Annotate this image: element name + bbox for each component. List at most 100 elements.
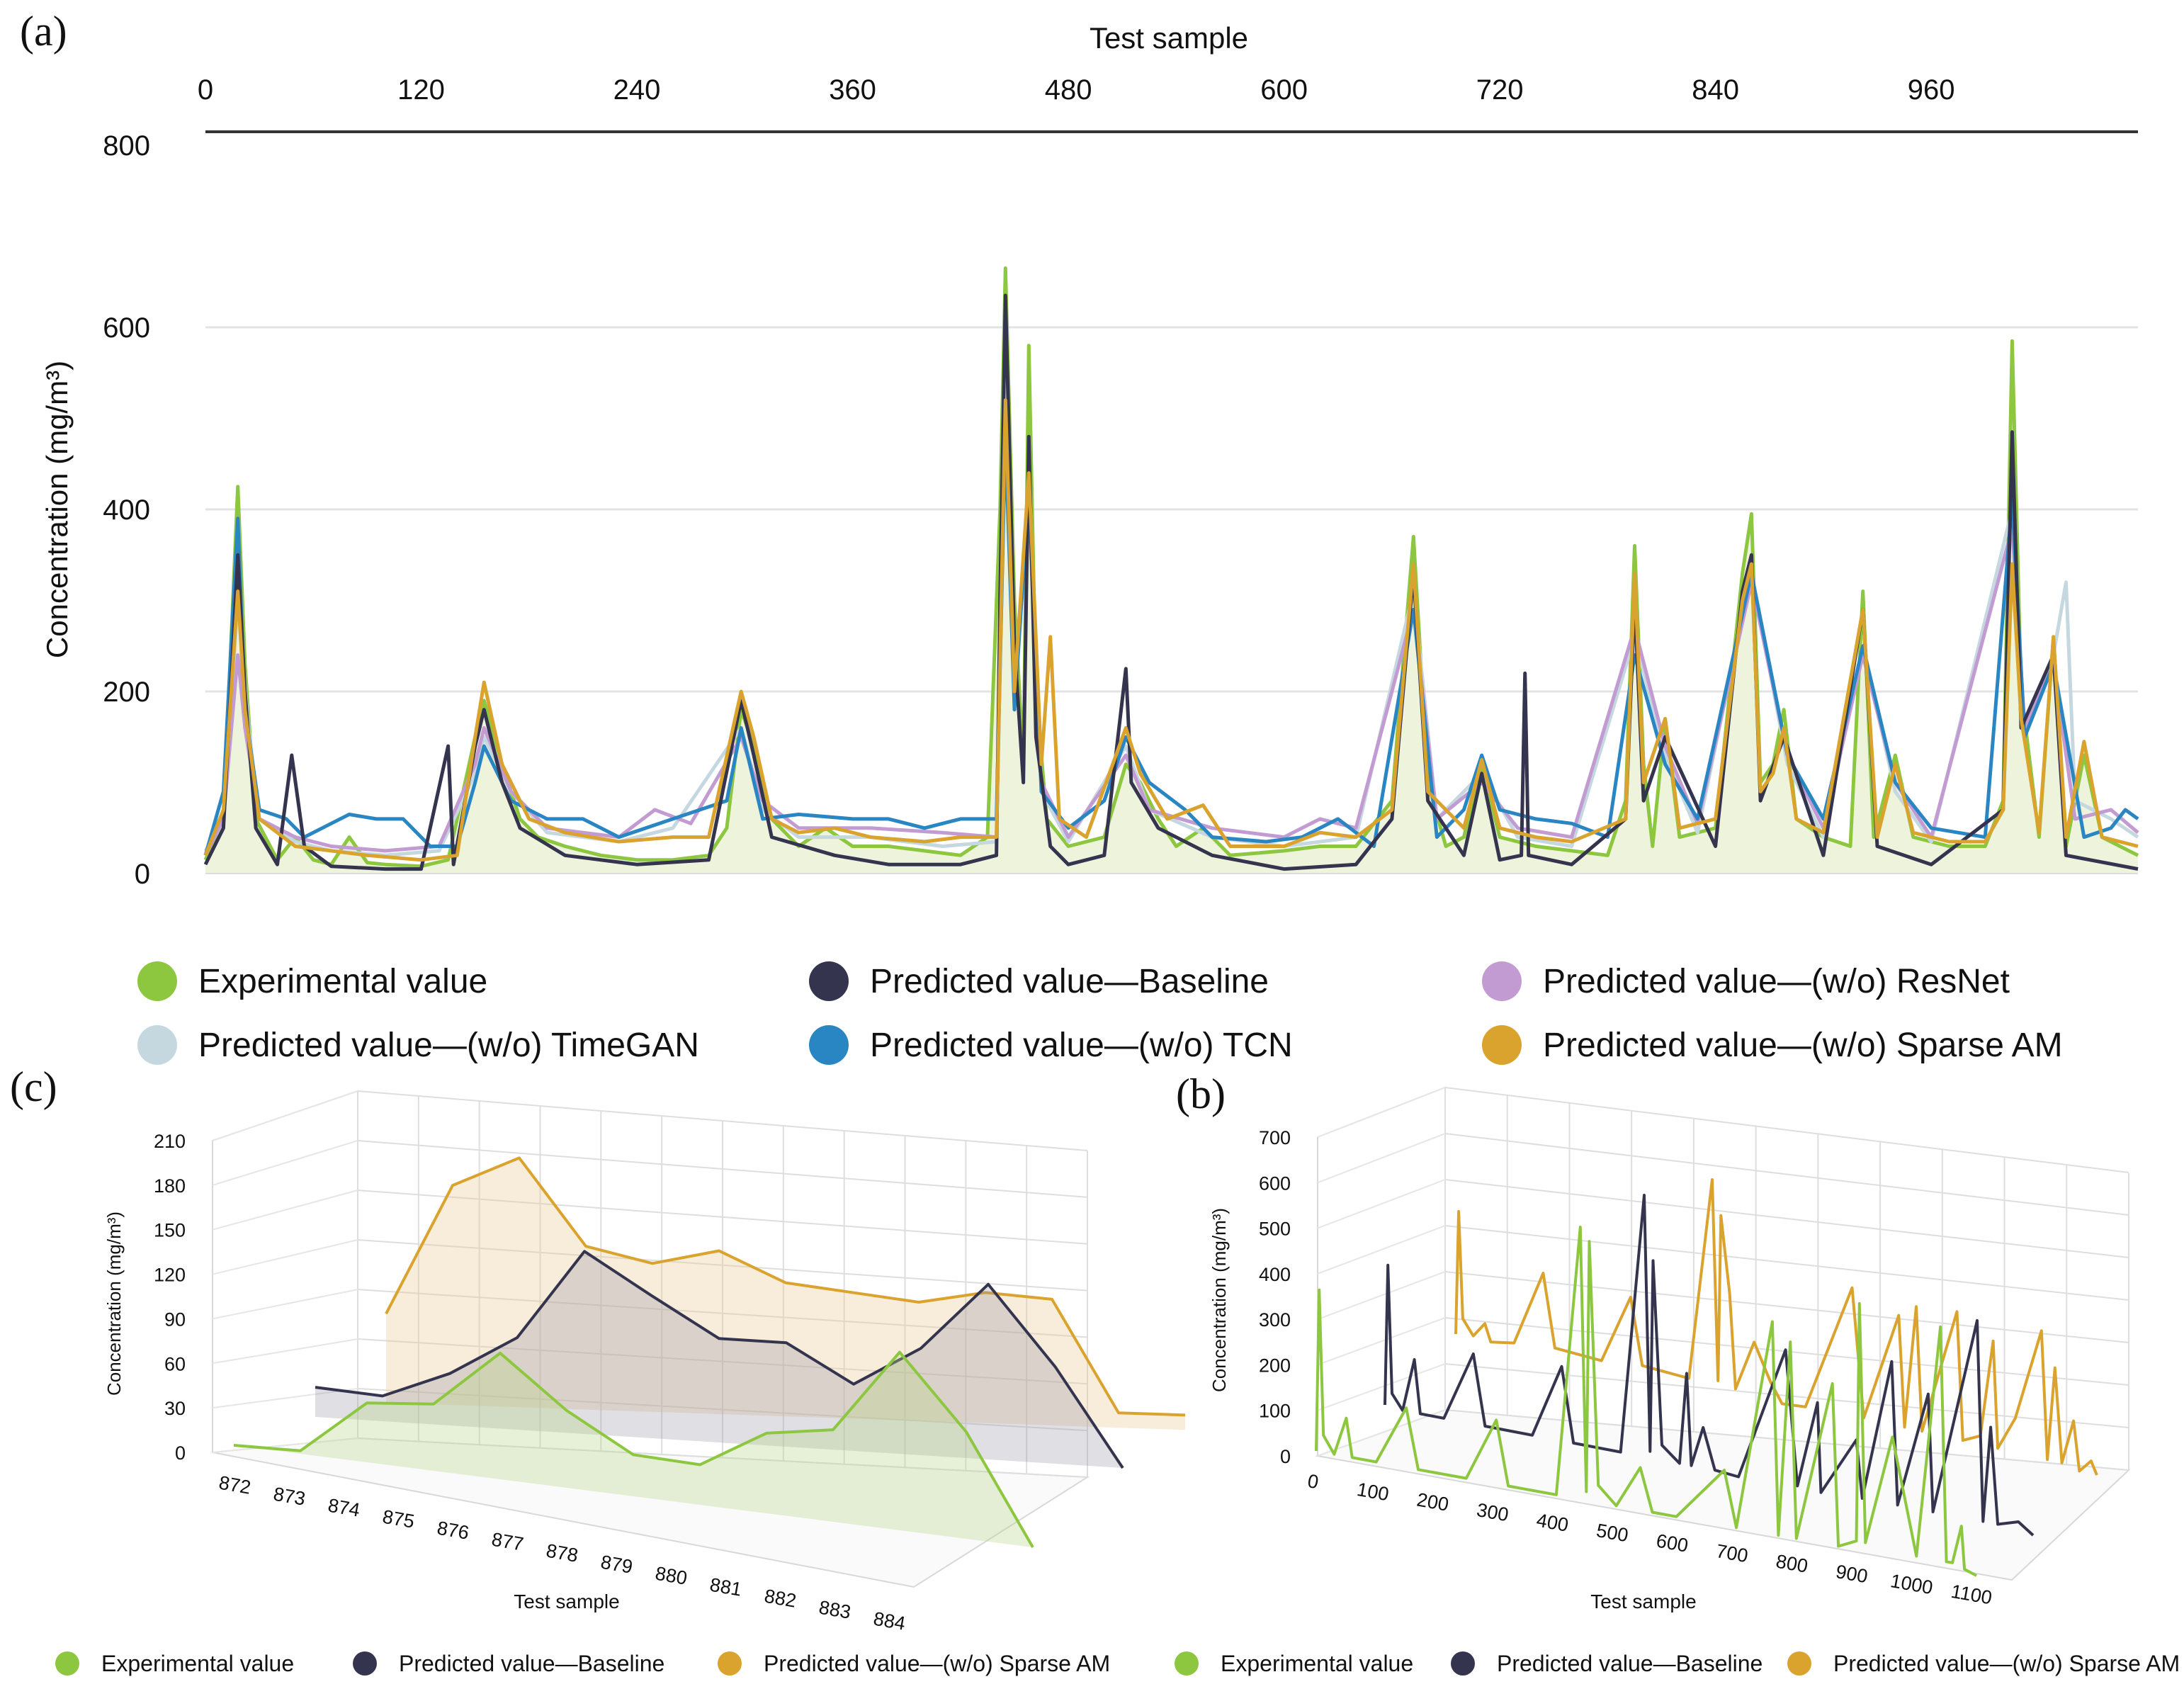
- legend-marker-baseline: [353, 1651, 377, 1676]
- legend-label: Predicted value—Baseline: [399, 1651, 664, 1676]
- x-tick-label: 1100: [1950, 1581, 1993, 1609]
- x-tick-label: 240: [613, 74, 661, 106]
- gridline-y: [357, 1090, 1088, 1151]
- legend-label: Experimental value: [1221, 1651, 1413, 1676]
- legend-label: Experimental value: [101, 1651, 294, 1676]
- y-tick-label: 120: [154, 1265, 186, 1286]
- gridline-y: [357, 1338, 1088, 1385]
- legend-label: Predicted value—(w/o) Sparse AM: [1543, 1027, 2063, 1064]
- y-tick-label: 0: [1280, 1446, 1291, 1467]
- x-tick-label: 880: [654, 1562, 689, 1588]
- gridline-side: [1317, 1317, 1446, 1366]
- series-line-baseline: [1384, 1194, 2035, 1537]
- y-tick-label: 0: [175, 1442, 186, 1464]
- x-tick-label: 700: [1714, 1540, 1750, 1566]
- legend-label: Predicted value—Baseline: [870, 963, 1269, 1000]
- gridline-side: [212, 1190, 358, 1231]
- y-tick-label: 700: [1259, 1127, 1291, 1148]
- x-tick-label: 877: [490, 1528, 526, 1554]
- x-tick-label: 600: [1260, 74, 1308, 106]
- gridline-side: [212, 1388, 358, 1409]
- y-axis-title: Concentration (mg/m³): [103, 1211, 125, 1396]
- series-area-baseline: [315, 1251, 1123, 1468]
- gridline-side: [1317, 1409, 1446, 1457]
- x-tick-label: 400: [1535, 1509, 1571, 1535]
- y-tick-label: 90: [164, 1309, 186, 1330]
- y-tick-label: 180: [154, 1175, 186, 1197]
- x-tick-label: 876: [436, 1517, 471, 1543]
- legend-marker-experimental: [1175, 1651, 1199, 1676]
- chart-a: 0 200 400 600 800 0 120 240 360 480 600 720 840 960 Te…: [40, 21, 2139, 890]
- y-tick-label: 600: [1259, 1173, 1291, 1194]
- x-tick-label: 200: [1415, 1489, 1451, 1515]
- gridline-side: [1317, 1087, 1446, 1138]
- series-line-sparse_am: [1454, 1178, 2098, 1476]
- x-tick-label: 360: [829, 74, 876, 106]
- x-tick-label: 884: [872, 1608, 907, 1634]
- x-tick-label: 874: [327, 1494, 362, 1520]
- gridline-y: [357, 1239, 1088, 1292]
- legend-marker-resnet: [1482, 961, 1522, 1001]
- gridline-side: [212, 1140, 358, 1186]
- legend-marker-baseline: [1451, 1651, 1475, 1676]
- x-tick-label: 878: [545, 1540, 580, 1566]
- panel-a-letter: (a): [20, 8, 67, 55]
- y-tick-label: 400: [1259, 1264, 1291, 1285]
- gridline-y: [1444, 1225, 2129, 1301]
- x-tick-label: 800: [1775, 1550, 1810, 1576]
- legend-label: Predicted value—Baseline: [1497, 1651, 1763, 1676]
- x-tick-label: 500: [1595, 1520, 1630, 1546]
- legend-label: Predicted value—(w/o) Sparse AM: [764, 1651, 1110, 1676]
- gridline-side: [212, 1239, 358, 1275]
- x-tick-label: 882: [763, 1585, 798, 1611]
- y-tick-label: 500: [1259, 1219, 1291, 1240]
- legend-bottom: Experimental value Predicted value—Baseli…: [55, 1651, 2180, 1676]
- x-tick-label: 1000: [1889, 1570, 1934, 1598]
- y-tick-label: 200: [1259, 1355, 1291, 1376]
- x-tick-label: 300: [1475, 1499, 1510, 1525]
- series-line-sparse_am: [203, 398, 2139, 862]
- legend-marker-sparse_am: [1482, 1025, 1522, 1065]
- y-tick-label: 30: [164, 1398, 186, 1419]
- series-line-baseline: [315, 1250, 1124, 1469]
- legend-label: Predicted value—(w/o) TimeGAN: [198, 1027, 699, 1064]
- gridline-side: [212, 1338, 358, 1365]
- panel-b-letter: (b): [1176, 1071, 1226, 1117]
- y-tick-label: 400: [103, 495, 150, 526]
- x-tick-label: 120: [397, 74, 445, 106]
- gridline-side: [1317, 1133, 1446, 1184]
- gridline-y: [1444, 1271, 2129, 1343]
- chart-c: 0 30 60 90 120 150 180 210 Concentration (mg/m³)…: [103, 1090, 1186, 1634]
- gridline-y: [357, 1190, 1088, 1245]
- y-tick-label: 210: [154, 1131, 186, 1152]
- gridline-side: [212, 1289, 358, 1320]
- x-tick-label: 875: [381, 1506, 417, 1532]
- x-tick-label: 0: [198, 74, 213, 106]
- x-axis-title: Test sample: [1590, 1591, 1696, 1612]
- legend-marker-tcn: [809, 1025, 849, 1065]
- gridline-y: [1444, 1133, 2129, 1216]
- y-tick-label: 300: [1259, 1309, 1291, 1331]
- x-tick-label: 0: [1306, 1470, 1320, 1493]
- series-line-experimental: [233, 1350, 1034, 1548]
- y-tick-label: 60: [164, 1353, 186, 1374]
- gridline-side: [1317, 1179, 1446, 1229]
- gridline-side: [1317, 1363, 1446, 1411]
- x-tick-label: 873: [272, 1483, 307, 1509]
- x-tick-label: 100: [1355, 1479, 1391, 1505]
- gridline-side: [1317, 1271, 1446, 1321]
- legend-label: Predicted value—(w/o) Sparse AM: [1833, 1651, 2180, 1676]
- legend-marker-timegan: [137, 1025, 177, 1065]
- x-tick-label: 600: [1655, 1530, 1690, 1556]
- x-tick-label: 881: [708, 1574, 744, 1600]
- y-tick-label: 100: [1259, 1401, 1291, 1422]
- x-tick-label: 720: [1476, 74, 1524, 106]
- series-line-tcn: [203, 434, 2139, 856]
- x-axis-title: Test sample: [1090, 21, 1248, 55]
- gridline-side: [1317, 1225, 1446, 1275]
- gridline-y: [1444, 1087, 2129, 1173]
- gridline-side: [212, 1437, 358, 1453]
- series-area-sparse_am: [386, 1158, 1185, 1430]
- legend-marker-sparse_am: [1787, 1651, 1811, 1676]
- legend-a: Experimental value Predicted value—Baseli…: [137, 961, 2063, 1065]
